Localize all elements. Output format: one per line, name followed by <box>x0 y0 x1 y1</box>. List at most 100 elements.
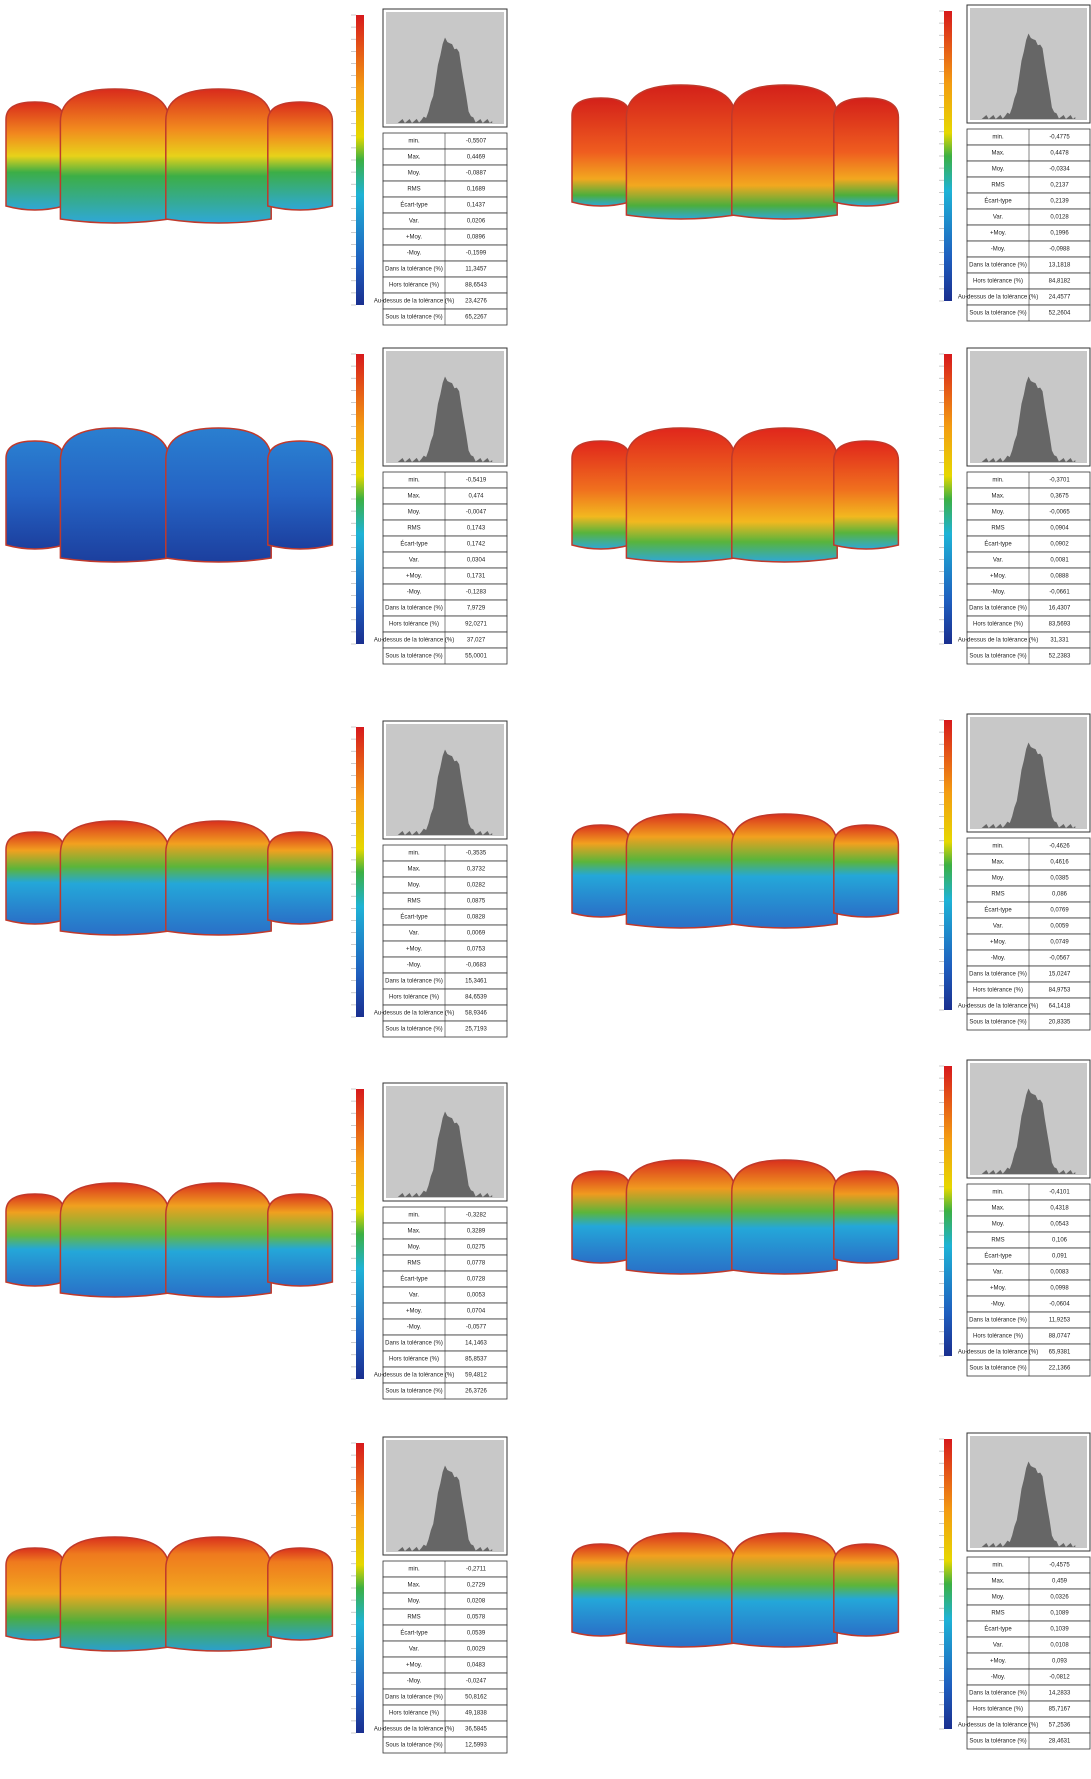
color-scale <box>356 354 364 644</box>
tooth <box>166 821 271 935</box>
tooth <box>6 832 64 924</box>
row-value: -0,4775 <box>1049 135 1070 141</box>
tooth <box>834 1171 899 1263</box>
table-cell <box>967 1557 1090 1573</box>
row-label: Dans la tolérance (%) <box>969 1318 1027 1324</box>
row-label: Hors tolérance (%) <box>389 1357 439 1363</box>
row-value: 26,3726 <box>465 1389 487 1395</box>
table-cell <box>967 1653 1090 1669</box>
row-label: +Moy. <box>990 1659 1006 1665</box>
row-value: 16,4307 <box>1049 606 1071 612</box>
row-label: Var. <box>409 219 420 225</box>
panel: min.-0,4775Max.0,4478Moy.-0,0334RMS0,213… <box>572 5 1090 321</box>
row-label: -Moy. <box>407 590 422 596</box>
row-value: 7,9729 <box>467 606 486 612</box>
row-value: -0,0661 <box>1049 590 1070 596</box>
table-cell <box>967 918 1090 934</box>
row-value: -0,0887 <box>466 171 487 177</box>
row-label: Écart-type <box>984 1253 1012 1260</box>
row-label: Écart-type <box>984 198 1012 205</box>
tooth <box>60 821 169 935</box>
row-label: Hors tolérance (%) <box>389 1711 439 1717</box>
row-label: Dans la tolérance (%) <box>385 267 443 273</box>
row-value: 24,4577 <box>1049 295 1071 301</box>
row-value: 0,0828 <box>467 915 486 921</box>
tooth <box>834 441 899 549</box>
row-label: Var. <box>993 215 1004 221</box>
row-label: Sous la tolérance (%) <box>969 1739 1026 1745</box>
row-value: 0,0081 <box>1050 558 1069 564</box>
row-label: Au-dessus de la tolérance (%) <box>374 1011 454 1017</box>
row-label: Au-dessus de la tolérance (%) <box>374 1727 454 1733</box>
row-label: Au-dessus de la tolérance (%) <box>958 1350 1038 1356</box>
table-cell <box>967 1264 1090 1280</box>
table-cell <box>967 520 1090 536</box>
row-label: Max. <box>991 151 1004 157</box>
row-label: -Moy. <box>991 1302 1006 1308</box>
tooth <box>626 85 735 219</box>
row-value: 0,0108 <box>1050 1643 1069 1649</box>
table-cell <box>967 886 1090 902</box>
row-value: 31,331 <box>1050 638 1069 644</box>
tooth <box>834 825 899 917</box>
table-cell <box>967 1669 1090 1685</box>
row-value: 0,1689 <box>467 187 486 193</box>
row-label: min. <box>408 1213 420 1219</box>
tooth <box>834 1544 899 1636</box>
row-value: -0,0247 <box>466 1679 487 1685</box>
row-value: 52,2604 <box>1049 311 1071 317</box>
row-label: Au-dessus de la tolérance (%) <box>958 1004 1038 1010</box>
row-value: 0,474 <box>468 494 484 500</box>
row-label: -Moy. <box>407 1325 422 1331</box>
row-label: -Moy. <box>407 963 422 969</box>
row-label: Écart-type <box>984 907 1012 914</box>
table-cell <box>967 1280 1090 1296</box>
row-value: 0,086 <box>1052 892 1068 898</box>
row-label: +Moy. <box>406 1309 422 1315</box>
row-label: Moy. <box>992 167 1005 173</box>
table-cell <box>967 838 1090 854</box>
row-value: 0,0904 <box>1050 526 1069 532</box>
row-label: Dans la tolérance (%) <box>385 1341 443 1347</box>
row-value: -0,3535 <box>466 851 487 857</box>
tooth <box>166 1537 271 1651</box>
row-value: -0,0567 <box>1049 956 1070 962</box>
color-scale <box>944 354 952 644</box>
tooth <box>60 89 169 223</box>
table-cell <box>967 568 1090 584</box>
row-label: +Moy. <box>406 947 422 953</box>
row-label: Var. <box>993 1643 1004 1649</box>
row-value: 0,1089 <box>1050 1611 1069 1617</box>
row-value: 0,1437 <box>467 203 486 209</box>
row-label: Sous la tolérance (%) <box>385 654 442 660</box>
row-value: 49,1838 <box>465 1711 487 1717</box>
row-value: 0,0483 <box>467 1663 486 1669</box>
row-label: RMS <box>991 1611 1004 1617</box>
row-label: +Moy. <box>990 940 1006 946</box>
color-scale <box>944 11 952 301</box>
row-label: min. <box>408 478 420 484</box>
row-value: -0,5419 <box>466 478 487 484</box>
row-value: 0,0053 <box>467 1293 486 1299</box>
row-value: 0,0998 <box>1050 1286 1069 1292</box>
row-label: +Moy. <box>990 231 1006 237</box>
row-value: -0,4575 <box>1049 1563 1070 1569</box>
row-label: Hors tolérance (%) <box>389 995 439 1001</box>
row-label: RMS <box>407 187 420 193</box>
row-label: -Moy. <box>991 956 1006 962</box>
panel: min.-0,3535Max.0,3732Moy.0,0282RMS0,0875… <box>6 721 507 1037</box>
table-cell <box>967 1200 1090 1216</box>
tooth <box>268 1194 333 1286</box>
tooth <box>268 832 333 924</box>
table-cell <box>967 1637 1090 1653</box>
row-label: Hors tolérance (%) <box>389 283 439 289</box>
panel: min.-0,4575Max.0,459Moy.0,0326RMS0,1089É… <box>572 1433 1090 1749</box>
row-label: Au-dessus de la tolérance (%) <box>374 638 454 644</box>
tooth <box>732 1533 837 1647</box>
row-label: RMS <box>407 899 420 905</box>
table-cell <box>967 1589 1090 1605</box>
row-label: Sous la tolérance (%) <box>969 1366 1026 1372</box>
row-value: -0,0683 <box>466 963 487 969</box>
color-scale <box>944 1066 952 1356</box>
